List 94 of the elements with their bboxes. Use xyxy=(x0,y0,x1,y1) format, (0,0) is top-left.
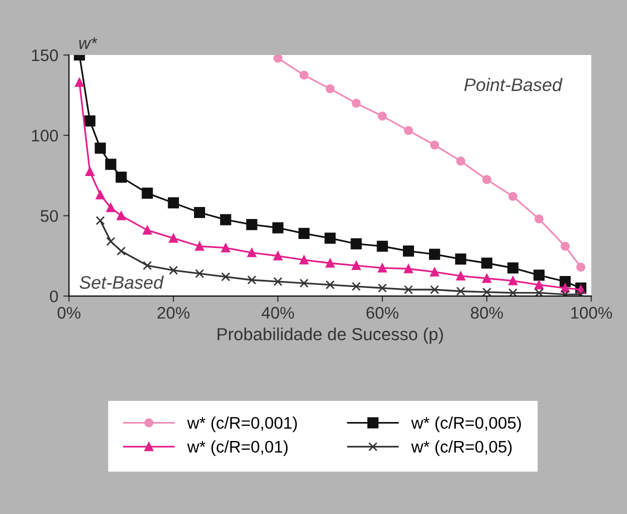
point xyxy=(106,203,116,212)
point xyxy=(576,262,586,272)
point xyxy=(560,290,570,296)
point xyxy=(220,214,232,226)
point xyxy=(168,266,178,275)
point xyxy=(168,197,179,208)
point xyxy=(299,70,309,80)
y-tick-label: 0 xyxy=(50,290,58,302)
point xyxy=(456,156,466,166)
point xyxy=(481,258,492,269)
point xyxy=(534,280,544,290)
y-tick-label: 150 xyxy=(32,49,58,62)
point xyxy=(299,278,309,288)
point xyxy=(221,243,230,252)
point xyxy=(508,276,518,286)
annotation: Set-Based xyxy=(80,276,164,289)
x-tick-label: 20% xyxy=(158,306,190,319)
point xyxy=(482,175,492,184)
point xyxy=(378,112,387,121)
point xyxy=(246,218,258,230)
point xyxy=(195,242,204,251)
point xyxy=(85,167,94,176)
point xyxy=(352,282,361,291)
point xyxy=(326,84,335,94)
point xyxy=(482,288,492,296)
point xyxy=(352,98,361,108)
point xyxy=(96,216,105,226)
point xyxy=(456,271,466,280)
point xyxy=(507,262,518,274)
point xyxy=(142,261,152,270)
point xyxy=(299,255,309,264)
point xyxy=(94,142,106,154)
point xyxy=(247,275,256,285)
point xyxy=(324,232,336,244)
point xyxy=(273,251,282,260)
x-tick-label: 80% xyxy=(470,306,503,319)
point xyxy=(508,192,518,201)
point xyxy=(404,285,413,294)
x-tick-label: 60% xyxy=(366,306,398,319)
point xyxy=(298,228,310,239)
point xyxy=(456,286,466,296)
point xyxy=(142,188,153,199)
point xyxy=(195,269,204,278)
annotation: Point-Based xyxy=(464,78,563,92)
point xyxy=(221,272,230,282)
point xyxy=(560,276,571,288)
point xyxy=(116,246,126,256)
point xyxy=(105,158,116,170)
point xyxy=(142,226,152,235)
point xyxy=(194,206,206,218)
point xyxy=(352,261,361,270)
point xyxy=(116,211,126,220)
legend-label: w* (c/R=0,001) xyxy=(187,416,297,432)
point xyxy=(430,267,440,276)
point xyxy=(116,172,127,183)
y-axis-title: w* xyxy=(79,37,98,49)
point xyxy=(326,280,335,290)
point xyxy=(273,55,282,63)
point xyxy=(430,140,440,150)
point xyxy=(74,78,84,87)
point xyxy=(247,248,256,258)
legend-label: w* (c/R=0,005) xyxy=(411,416,521,432)
point xyxy=(508,288,518,296)
point xyxy=(534,288,544,296)
point xyxy=(376,240,388,252)
point xyxy=(96,190,105,200)
point xyxy=(404,126,413,136)
point xyxy=(106,236,116,246)
x-tick-label: 40% xyxy=(262,306,294,319)
point xyxy=(84,115,96,126)
point xyxy=(378,263,387,272)
point xyxy=(534,214,544,224)
point xyxy=(430,285,440,294)
point xyxy=(533,270,545,281)
x-axis-title: Probabilidade de Sucesso (p) xyxy=(218,328,443,344)
x-tick-label: 0% xyxy=(58,306,80,319)
y-tick-label: 100 xyxy=(32,130,58,142)
point xyxy=(168,234,178,243)
point xyxy=(560,242,570,251)
point xyxy=(326,258,335,268)
legend-label: w* (c/R=0,01) xyxy=(187,440,288,456)
point xyxy=(455,254,466,265)
point xyxy=(402,246,414,257)
point xyxy=(350,238,362,250)
x-tick-label: 100% xyxy=(571,306,612,319)
point xyxy=(273,277,282,286)
y-tick-label: 50 xyxy=(40,210,58,222)
point xyxy=(378,284,387,293)
point xyxy=(404,264,413,274)
point xyxy=(576,290,586,296)
point xyxy=(482,274,492,283)
legend-label: w* (c/R=0,05) xyxy=(411,440,512,456)
point xyxy=(272,222,284,234)
point xyxy=(429,248,440,260)
